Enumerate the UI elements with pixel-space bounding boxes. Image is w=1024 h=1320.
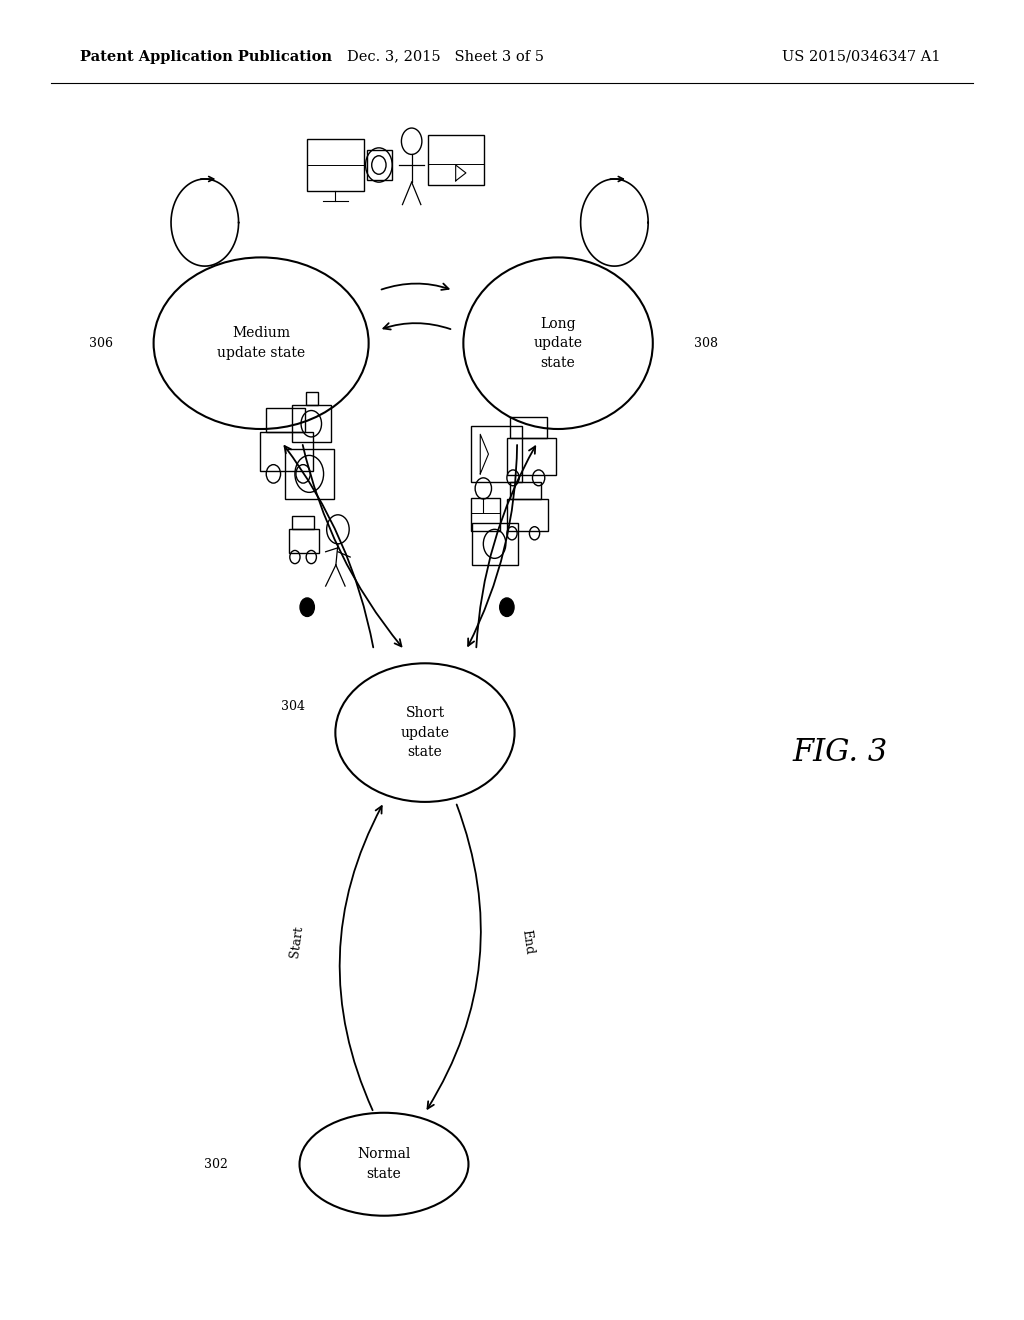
Bar <box>471 498 500 531</box>
Bar <box>428 135 484 185</box>
Bar <box>289 529 319 553</box>
Bar <box>292 405 331 442</box>
Bar <box>471 426 522 482</box>
Bar <box>307 139 364 191</box>
Bar <box>306 392 318 405</box>
Bar <box>507 499 548 531</box>
Text: Long
update
state: Long update state <box>534 317 583 370</box>
Bar <box>266 408 305 432</box>
Text: Normal
state: Normal state <box>357 1147 411 1181</box>
Text: Short
update
state: Short update state <box>400 706 450 759</box>
Text: 308: 308 <box>694 337 718 350</box>
Text: Medium
update state: Medium update state <box>217 326 305 360</box>
Bar <box>510 482 541 499</box>
Bar <box>292 516 314 529</box>
Text: FIG. 3: FIG. 3 <box>792 737 888 768</box>
Text: Patent Application Publication: Patent Application Publication <box>80 50 332 63</box>
Text: Dec. 3, 2015   Sheet 3 of 5: Dec. 3, 2015 Sheet 3 of 5 <box>347 50 544 63</box>
Circle shape <box>500 598 514 616</box>
Text: US 2015/0346347 A1: US 2015/0346347 A1 <box>781 50 940 63</box>
Circle shape <box>300 598 314 616</box>
Text: 302: 302 <box>204 1158 227 1171</box>
Bar <box>507 438 556 475</box>
Bar <box>510 417 547 438</box>
Text: 304: 304 <box>281 700 305 713</box>
Text: End: End <box>519 928 536 956</box>
Text: Start: Start <box>289 925 305 958</box>
Bar <box>260 432 313 471</box>
Bar <box>367 150 392 180</box>
Text: 306: 306 <box>89 337 113 350</box>
Bar <box>285 449 334 499</box>
Bar <box>472 523 518 565</box>
